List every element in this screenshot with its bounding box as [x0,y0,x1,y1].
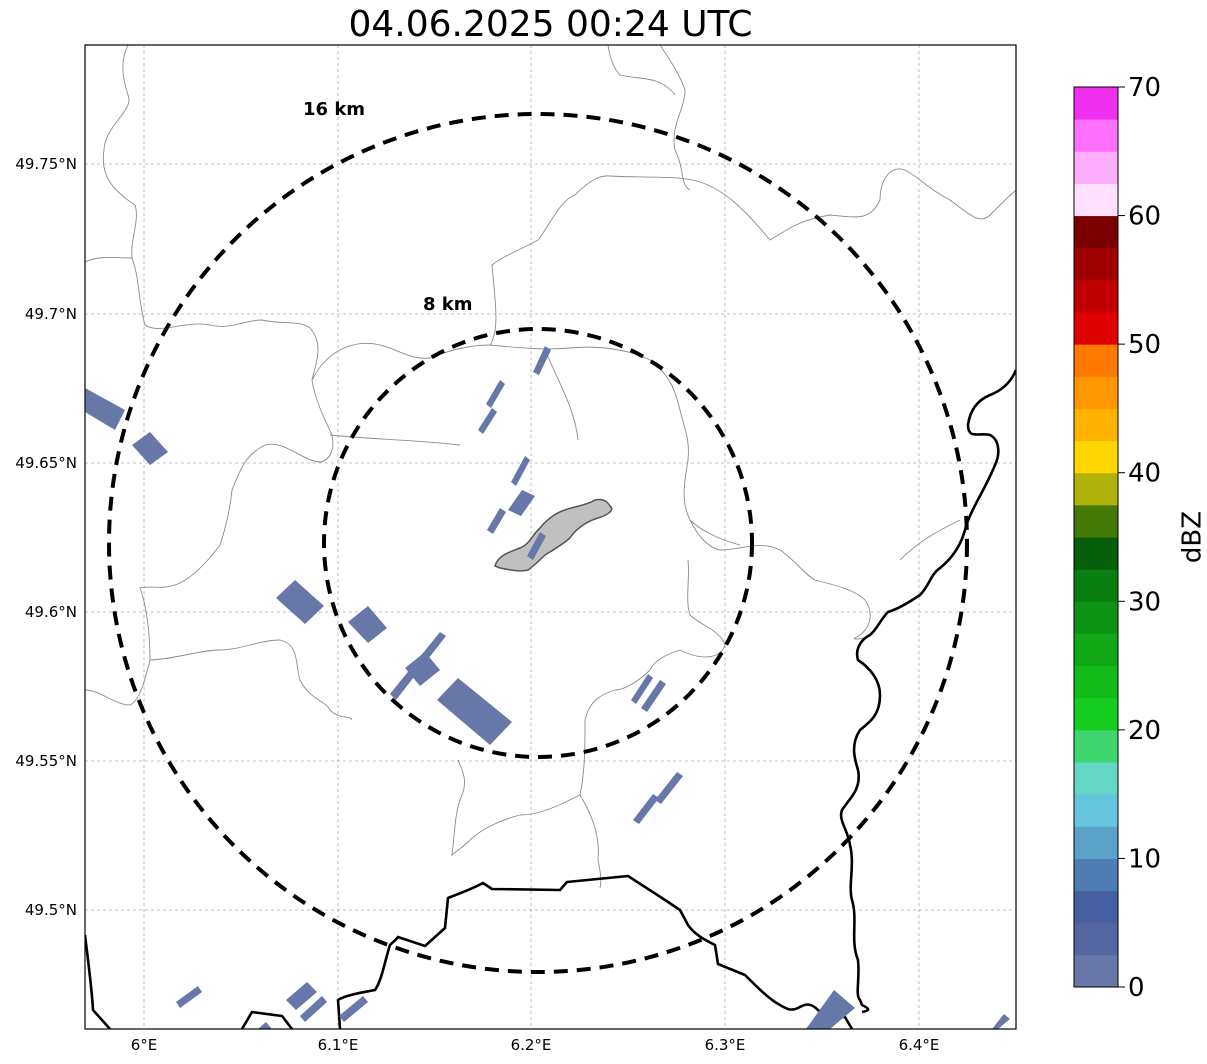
colorbar-segment [1074,215,1118,249]
colorbar-segment [1074,279,1118,313]
colorbar-segment [1074,826,1118,859]
radar-echo [655,772,683,804]
gridlines [85,45,1016,1029]
ring-label-8km: 8 km [423,294,473,315]
map-frame [84,44,1017,1030]
colorbar-tick-label: 20 [1128,716,1161,746]
range-rings [107,112,969,974]
colorbar-tick-label: 0 [1128,973,1145,1003]
radar-echo [258,1022,272,1029]
radar-echo [533,346,551,375]
colorbar-segment [1074,440,1118,474]
colorbar-segment [1074,729,1118,763]
colorbar-segment [1074,665,1118,699]
colorbar-segment [1074,794,1118,827]
longitude-labels: 6°E 6.1°E 6.2°E 6.3°E 6.4°E [131,1036,940,1054]
lat-label: 49.55°N [15,752,77,770]
ring-label-16km: 16 km [303,99,365,120]
colorbar-segment [1074,954,1118,988]
colorbar-segment [1074,890,1118,924]
radar-echo [339,996,368,1022]
colorbar-segment [1074,504,1118,538]
lat-label: 49.6°N [25,603,77,621]
radar-echo [276,580,324,624]
colorbar-segment [1074,312,1118,345]
lon-label: 6.3°E [705,1036,746,1054]
colorbar-segment [1074,344,1118,377]
colorbar-segments [1074,87,1118,988]
colorbar-segment [1074,247,1118,281]
colorbar-tick-label: 60 [1128,202,1161,232]
radar-echo [508,490,535,516]
colorbar-segment [1074,537,1118,570]
radar-echo [478,408,497,434]
radar-echo [486,380,505,408]
radar-echo [437,678,512,745]
radar-echo [286,982,317,1010]
admin-boundaries [85,45,1016,889]
radar-echo [992,1014,1010,1029]
lon-label: 6.1°E [318,1036,359,1054]
radar-echo [511,456,530,486]
colorbar-tick-label: 50 [1128,330,1161,360]
colorbar-frame [1073,86,1119,988]
colorbar-segment [1074,408,1118,442]
colorbar-segment [1074,922,1118,956]
lat-label: 49.7°N [25,305,77,323]
radar-echo [527,532,546,560]
radar-echo [641,680,666,712]
radar-echo [806,990,855,1029]
colorbar-tick-label: 70 [1128,73,1161,103]
colorbar-segment [1074,376,1118,409]
lat-label: 49.5°N [25,901,77,919]
colorbar: 0 10 20 30 40 50 60 70 dBZ [1073,73,1207,1003]
radar-echo [85,388,125,430]
radar-echo [132,432,168,465]
latitude-labels: 49.75°N 49.7°N 49.65°N 49.6°N 49.55°N 49… [15,155,77,919]
radar-echoes [85,346,1010,1029]
radar-echo [631,674,653,704]
range-ring-8km [322,327,754,759]
colorbar-segment [1074,633,1118,667]
lon-label: 6°E [131,1036,158,1054]
lon-label: 6.4°E [899,1036,940,1054]
range-ring-16km [107,112,969,974]
colorbar-tick-label: 10 [1128,844,1161,874]
radar-echo [176,986,202,1008]
chart-title: 04.06.2025 00:24 UTC [348,4,753,45]
radar-echo [300,996,327,1022]
lat-label: 49.75°N [15,155,77,173]
lat-label: 49.65°N [15,454,77,472]
colorbar-segment [1074,472,1118,506]
colorbar-segment [1074,87,1118,120]
colorbar-segment [1074,183,1118,217]
radar-echo [633,794,659,824]
colorbar-label: dBZ [1178,511,1207,563]
radar-echo [348,606,387,643]
colorbar-segment [1074,119,1118,152]
colorbar-segment [1074,601,1118,634]
radar-echo [405,652,440,686]
colorbar-ticks: 0 10 20 30 40 50 60 70 [1118,73,1161,1003]
colorbar-segment [1074,858,1118,892]
colorbar-tick-label: 40 [1128,459,1161,489]
map-panel[interactable]: 8 km 16 km [84,44,1017,1030]
colorbar-segment [1074,151,1118,184]
colorbar-tick-label: 30 [1128,587,1161,617]
colorbar-segment [1074,569,1118,602]
colorbar-segment [1074,697,1118,731]
lon-label: 6.2°E [511,1036,552,1054]
country-borders [85,369,1016,1029]
colorbar-segment [1074,762,1118,795]
city-area [494,498,613,572]
radar-echo [487,508,506,534]
